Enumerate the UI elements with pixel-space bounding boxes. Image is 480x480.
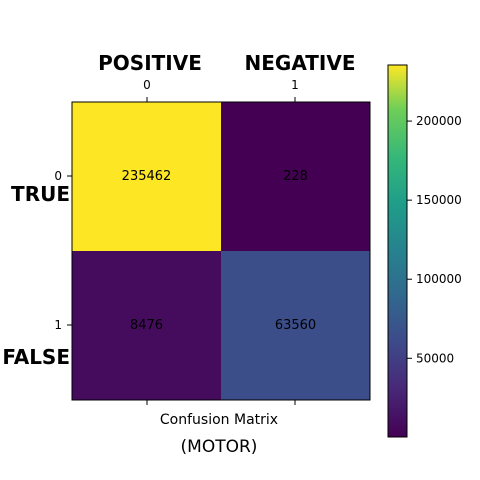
- x-tick-label-0: 0: [143, 78, 151, 92]
- heatmap-cells: 235462 228 8476 63560: [72, 102, 370, 400]
- colorbar-tick-label-2: 150000: [416, 193, 462, 207]
- row-header-false: FALSE: [2, 345, 70, 369]
- chart-subtitle: (MOTOR): [181, 437, 258, 457]
- colorbar-tick-label-1: 100000: [416, 272, 462, 286]
- colorbar-tick-label-3: 200000: [416, 114, 462, 128]
- row-header-true: TRUE: [11, 182, 70, 206]
- heatmap-cell-label-1-1: 63560: [275, 318, 316, 333]
- heatmap-cell-label-1-0: 8476: [130, 318, 163, 333]
- column-header-positive: POSITIVE: [98, 51, 202, 75]
- y-tick-label-0: 0: [54, 169, 62, 183]
- chart-title: Confusion Matrix: [160, 412, 278, 428]
- x-tick-label-1: 1: [291, 78, 299, 92]
- colorbar-ticks: 50000 100000 150000 200000: [407, 114, 462, 365]
- heatmap-cell-0-0: [72, 102, 221, 251]
- heatmap-cell-label-0-1: 228: [283, 169, 308, 184]
- column-header-negative: NEGATIVE: [245, 51, 356, 75]
- heatmap-cell-1-1: [221, 251, 370, 400]
- plot-frame: [71, 101, 371, 401]
- heatmap-cell-label-0-0: 235462: [122, 169, 172, 184]
- colorbar-tick-label-0: 50000: [416, 351, 454, 365]
- y-tick-label-1: 1: [54, 318, 62, 332]
- heatmap-cell-1-0: [72, 251, 221, 400]
- heatmap-cell-0-1: [221, 102, 370, 251]
- colorbar: [387, 64, 408, 438]
